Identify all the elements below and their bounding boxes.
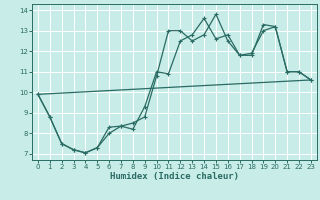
X-axis label: Humidex (Indice chaleur): Humidex (Indice chaleur): [110, 172, 239, 181]
